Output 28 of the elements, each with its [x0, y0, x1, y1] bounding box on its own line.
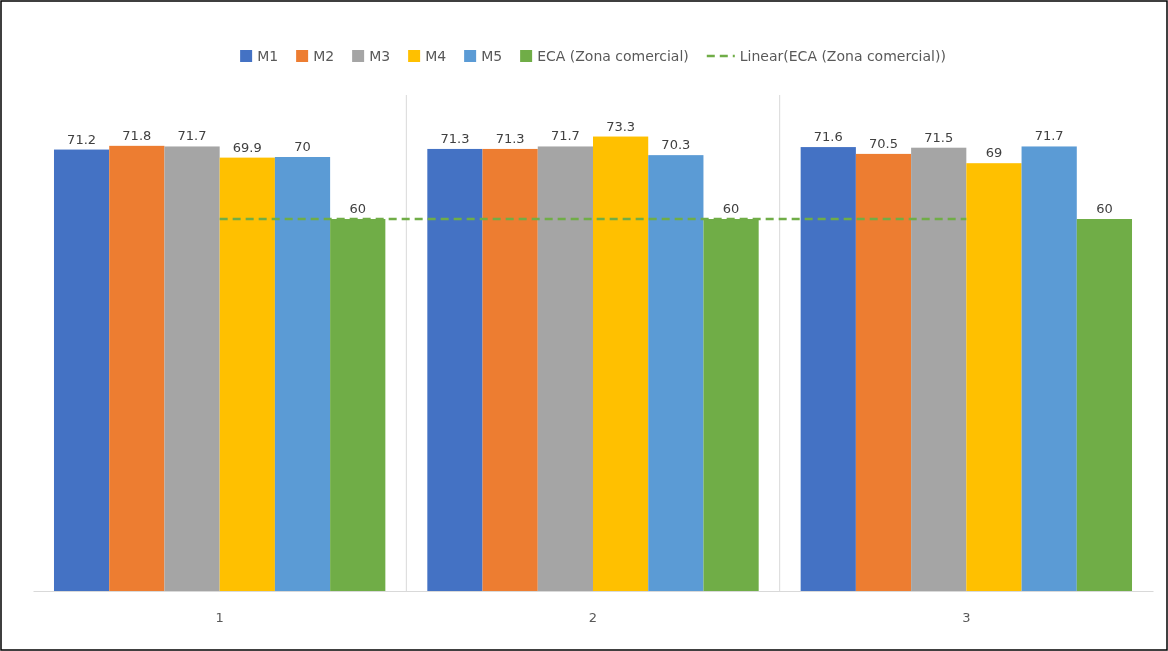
- data-label: 71.6: [813, 129, 843, 145]
- legend-label: M3: [369, 48, 391, 64]
- x-tick-label: 3: [962, 610, 971, 626]
- x-tick-label: 1: [215, 610, 224, 626]
- legend-label: ECA (Zona comercial): [537, 48, 689, 64]
- legend-label: M2: [313, 48, 335, 64]
- data-label: 71.7: [1034, 128, 1064, 144]
- data-label: 60: [349, 201, 367, 216]
- data-label: 71.3: [440, 130, 470, 146]
- legend-label: Linear(ECA (Zona comercial)): [739, 48, 946, 64]
- data-label: 70.3: [661, 137, 691, 153]
- legend-label: M4: [425, 48, 447, 64]
- x-tick-label: 2: [588, 610, 598, 626]
- data-label: 70: [294, 139, 311, 154]
- data-label: 73.3: [606, 118, 636, 134]
- data-label: 71.7: [177, 128, 207, 144]
- data-label: 60: [1096, 201, 1113, 216]
- data-label: 71.8: [122, 127, 152, 143]
- data-label: 69.9: [232, 139, 262, 155]
- data-label: 71.3: [495, 130, 525, 146]
- legend-label: M5: [481, 48, 503, 64]
- data-label: 71.5: [924, 129, 954, 145]
- data-label: 71.7: [550, 128, 580, 144]
- data-label: 71.2: [67, 131, 97, 147]
- data-label: 69: [985, 145, 1003, 161]
- legend-label: M1: [257, 48, 279, 64]
- data-label: 60: [722, 201, 740, 216]
- data-label: 70.5: [869, 135, 898, 151]
